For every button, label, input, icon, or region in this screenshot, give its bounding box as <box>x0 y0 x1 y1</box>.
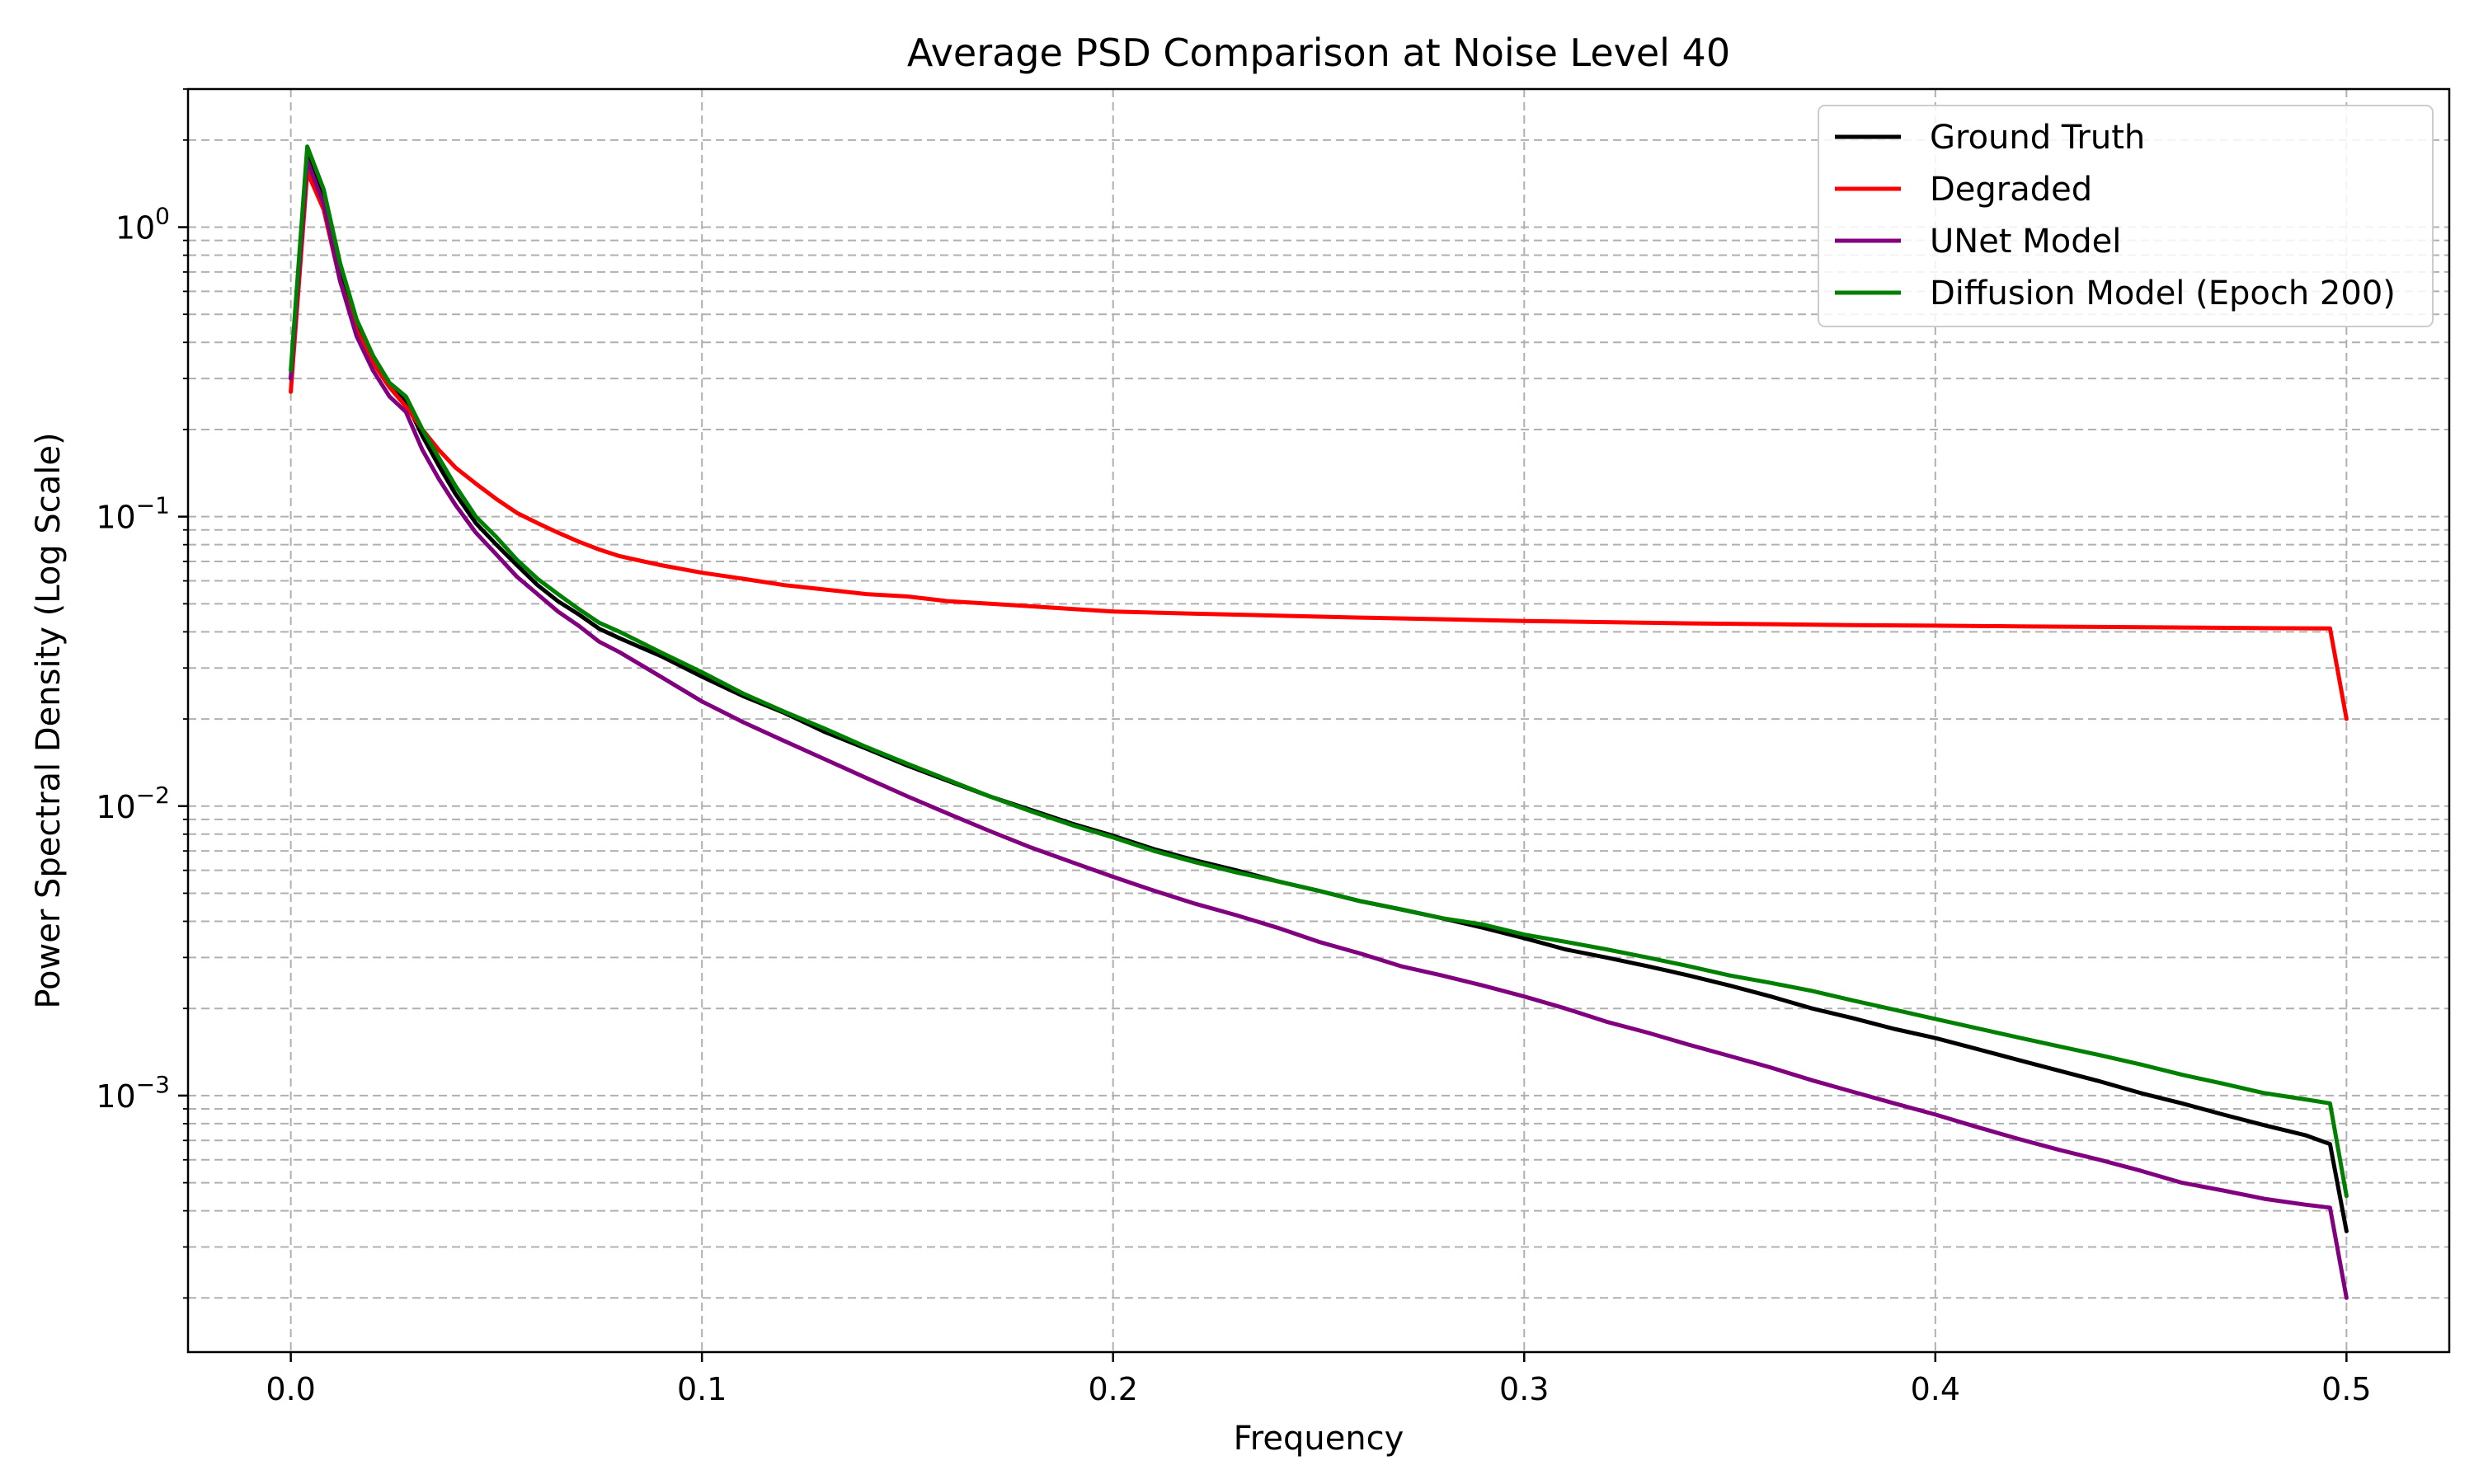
x-tick-label: 0.5 <box>2321 1371 2371 1407</box>
y-tick-label: 10−1 <box>96 492 170 536</box>
series-line-3 <box>289 144 2349 1199</box>
x-tick-label: 0.1 <box>677 1371 727 1407</box>
legend-box <box>1818 105 2434 327</box>
legend-label: Degraded <box>1930 171 2092 209</box>
y-axis-label: Power Spectral Density (Log Scale) <box>30 432 68 1008</box>
legend-label: Ground Truth <box>1930 119 2145 157</box>
series-line-2 <box>289 158 2349 1300</box>
y-tick-label: 100 <box>115 203 170 247</box>
y-tick-label: 10−2 <box>96 782 170 825</box>
axis-ticks: 0.0 0.1 0.2 0.3 0.4 0.5 100 10−1 10−2 10−3 <box>96 88 2372 1407</box>
legend-label: UNet Model <box>1930 223 2121 261</box>
series-lines <box>289 144 2349 1300</box>
x-axis-label: Frequency <box>1234 1420 1404 1458</box>
chart-title: Average PSD Comparison at Noise Level 40 <box>907 31 1730 75</box>
plot-frame <box>186 87 2451 1354</box>
legend-label: Diffusion Model (Epoch 200) <box>1930 275 2396 312</box>
legend: Ground Truth Degraded UNet Model Diffusion … <box>1818 105 2434 327</box>
y-tick-label: 10−3 <box>96 1071 170 1115</box>
x-tick-label: 0.2 <box>1089 1371 1138 1407</box>
x-tick-label: 0.3 <box>1499 1371 1549 1407</box>
x-tick-label: 0.0 <box>266 1371 315 1407</box>
x-tick-label: 0.4 <box>1911 1371 1960 1407</box>
